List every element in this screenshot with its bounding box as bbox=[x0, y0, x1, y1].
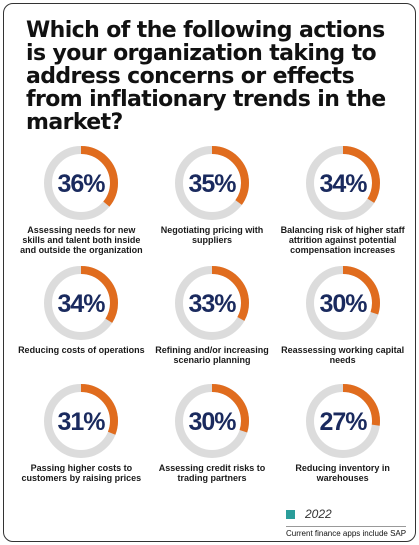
donut-value-label: 34% bbox=[319, 170, 367, 198]
donut-item: 36% Assessing needs for new skills and ta… bbox=[16, 144, 147, 264]
donut-value-label: 30% bbox=[188, 408, 236, 436]
donut-item: 33% Refining and/or increasing scenario p… bbox=[147, 264, 278, 382]
donut-chart: 34% bbox=[305, 146, 380, 220]
donut-value-arc bbox=[44, 384, 119, 458]
legend: 2022 bbox=[286, 507, 332, 521]
donut-category-label: Negotiating pricing with suppliers bbox=[160, 225, 264, 245]
donut-chart: 30% bbox=[305, 266, 380, 340]
donut-category-label: Reassessing working capital needs bbox=[281, 345, 405, 365]
donut-value-label: 34% bbox=[58, 290, 106, 318]
donut-item: 30% Reassessing working capital needs bbox=[277, 264, 408, 382]
donut-value-arc bbox=[174, 146, 249, 220]
footnote: Current finance apps include SAP bbox=[286, 526, 407, 538]
chart-title: Which of the following actions is your o… bbox=[26, 18, 386, 135]
donut-chart: 35% bbox=[174, 146, 249, 220]
donut-grid: 36% Assessing needs for new skills and ta… bbox=[16, 144, 408, 494]
donut-chart: 30% bbox=[174, 384, 249, 458]
donut-category-label: Passing higher costs to customers by rai… bbox=[21, 463, 142, 483]
donut-chart: 34% bbox=[44, 266, 119, 340]
donut-value-arc bbox=[305, 384, 380, 458]
donut-category-label: Assessing needs for new skills and talen… bbox=[20, 225, 143, 255]
donut-value-arc bbox=[44, 266, 119, 340]
donut-item: 34% Balancing risk of higher staff attrit… bbox=[277, 144, 408, 264]
infographic-frame: Which of the following actions is your o… bbox=[3, 3, 416, 542]
donut-item: 31% Passing higher costs to customers by … bbox=[16, 382, 147, 494]
legend-swatch bbox=[286, 509, 295, 519]
donut-chart: 31% bbox=[44, 384, 119, 458]
donut-category-label: Assessing credit risks to trading partne… bbox=[158, 463, 266, 483]
donut-value-arc bbox=[305, 146, 380, 220]
donut-chart: 27% bbox=[305, 384, 380, 458]
donut-chart: 33% bbox=[174, 266, 249, 340]
donut-category-label: Refining and/or increasing scenario plan… bbox=[155, 345, 269, 365]
donut-value-label: 30% bbox=[319, 290, 367, 318]
donut-value-arc bbox=[174, 266, 249, 340]
donut-value-label: 33% bbox=[188, 290, 236, 318]
donut-value-arc bbox=[174, 384, 249, 458]
donut-category-label: Reducing inventory in warehouses bbox=[295, 463, 390, 483]
donut-item: 35% Negotiating pricing with suppliers bbox=[147, 144, 278, 264]
donut-value-arc bbox=[305, 266, 380, 340]
donut-category-label: Reducing costs of operations bbox=[18, 345, 145, 355]
donut-value-label: 27% bbox=[319, 408, 367, 436]
legend-label: 2022 bbox=[305, 507, 332, 521]
donut-value-label: 36% bbox=[58, 170, 106, 198]
donut-item: 30% Assessing credit risks to trading par… bbox=[147, 382, 278, 494]
donut-value-arc bbox=[44, 146, 119, 220]
donut-item: 34% Reducing costs of operations bbox=[16, 264, 147, 382]
donut-category-label: Balancing risk of higher staff attrition… bbox=[280, 225, 405, 255]
donut-chart: 36% bbox=[44, 146, 119, 220]
donut-item: 27% Reducing inventory in warehouses bbox=[277, 382, 408, 494]
donut-value-label: 31% bbox=[58, 408, 106, 436]
donut-value-label: 35% bbox=[188, 170, 236, 198]
